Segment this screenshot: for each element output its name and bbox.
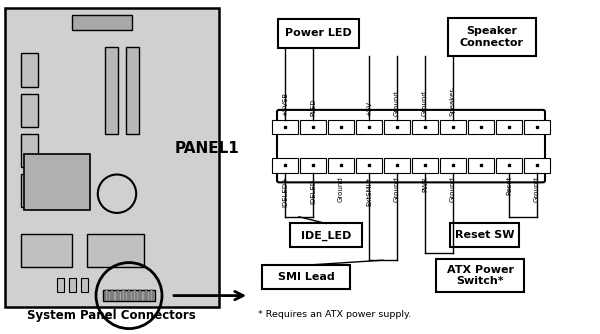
Bar (24, 154, 90, 210)
Bar (126, 47, 139, 134)
Bar (290, 223, 362, 247)
Bar (384, 158, 410, 173)
Text: SMI Lead: SMI Lead (278, 272, 334, 282)
Text: Power LED: Power LED (284, 28, 352, 38)
Bar (21, 234, 72, 267)
Bar (278, 19, 359, 47)
Bar (412, 120, 438, 134)
Bar (21, 94, 38, 127)
Bar (440, 158, 466, 173)
Bar (448, 17, 536, 56)
Bar (87, 234, 144, 267)
Text: Ground: Ground (534, 176, 540, 202)
Bar (21, 53, 38, 87)
Text: IDELED-: IDELED- (310, 176, 316, 204)
Bar (412, 158, 438, 173)
Bar (356, 120, 382, 134)
Bar (72, 15, 132, 30)
Bar (440, 120, 466, 134)
Bar (151, 290, 153, 301)
Bar (300, 158, 326, 173)
Bar (116, 290, 119, 301)
Text: PLED: PLED (310, 99, 316, 116)
Bar (272, 158, 298, 173)
Text: IDELED+: IDELED+ (282, 176, 288, 207)
Text: PANEL1: PANEL1 (175, 141, 239, 156)
Text: IDE_LED: IDE_LED (301, 230, 351, 240)
Bar (272, 120, 298, 134)
Bar (468, 158, 494, 173)
Bar (496, 120, 522, 134)
Text: +5VSB: +5VSB (282, 92, 288, 116)
Bar (384, 120, 410, 134)
Bar (103, 290, 155, 301)
Bar (21, 134, 38, 167)
Text: ExtSMI#: ExtSMI# (366, 176, 372, 205)
Text: Reset SW: Reset SW (455, 230, 515, 240)
Text: +5V: +5V (366, 101, 372, 116)
Bar (450, 223, 520, 247)
FancyBboxPatch shape (277, 110, 545, 182)
Bar (300, 120, 326, 134)
Bar (133, 290, 136, 301)
Bar (436, 259, 524, 292)
Bar (139, 290, 142, 301)
Text: Ground: Ground (394, 91, 400, 116)
Bar (145, 290, 147, 301)
Bar (468, 120, 494, 134)
Bar (328, 158, 354, 173)
Text: Ground: Ground (394, 176, 400, 202)
Text: Ground: Ground (450, 176, 456, 202)
Bar (524, 120, 550, 134)
Text: Speaker-: Speaker- (450, 86, 456, 116)
Text: Ground: Ground (422, 91, 428, 116)
Text: * Requires an ATX power supply.: * Requires an ATX power supply. (258, 310, 411, 319)
Bar (57, 278, 64, 292)
Bar (81, 278, 88, 292)
Bar (328, 120, 354, 134)
Bar (69, 278, 76, 292)
Bar (111, 290, 113, 301)
Bar (105, 47, 118, 134)
Bar (524, 158, 550, 173)
Bar (106, 290, 108, 301)
Bar (5, 8, 219, 307)
Bar (128, 290, 130, 301)
Bar (21, 174, 38, 207)
Bar (496, 158, 522, 173)
Bar (262, 265, 350, 289)
Text: System Panel Connectors: System Panel Connectors (26, 309, 196, 322)
Text: PWR: PWR (422, 176, 428, 192)
Text: Reset: Reset (506, 176, 512, 195)
Bar (122, 290, 125, 301)
Text: ATX Power
Switch*: ATX Power Switch* (446, 265, 514, 286)
Text: Speaker
Connector: Speaker Connector (460, 26, 524, 47)
Text: Ground: Ground (338, 176, 344, 202)
Bar (356, 158, 382, 173)
